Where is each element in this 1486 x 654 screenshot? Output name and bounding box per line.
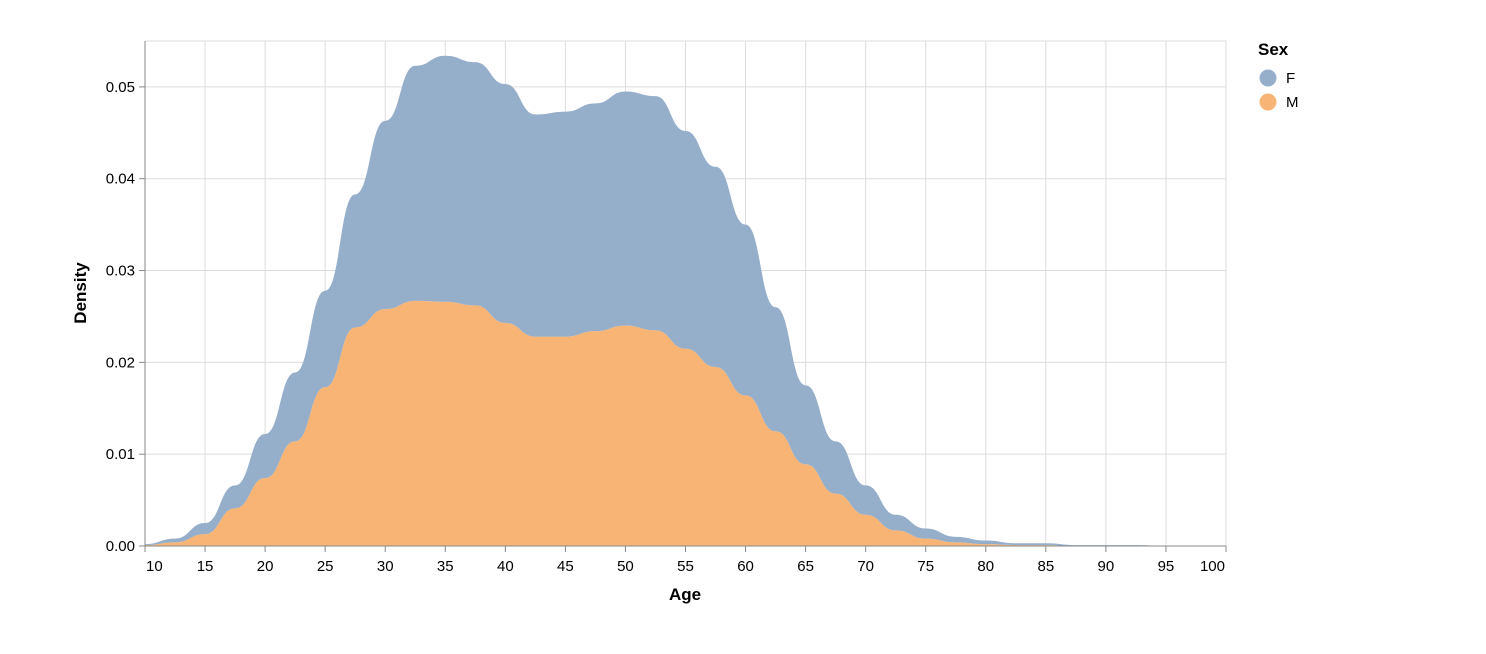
legend-title: Sex: [1258, 40, 1289, 59]
x-tick-label: 30: [377, 558, 394, 575]
y-tick-label: 0.05: [106, 79, 135, 96]
x-tick-label: 20: [257, 558, 274, 575]
legend-symbol-m: [1259, 93, 1277, 111]
x-tick-label: 80: [977, 558, 994, 575]
area-series-m: [145, 300, 1226, 546]
x-tick-label: 35: [437, 558, 454, 575]
area-series-f: [145, 55, 1226, 546]
x-tick-label: 15: [197, 558, 214, 575]
y-axis-title: Density: [71, 262, 90, 324]
x-tick-label: 100: [1200, 558, 1225, 575]
legend-label-f: F: [1286, 70, 1295, 87]
x-tick-label: 75: [917, 558, 934, 575]
x-tick-label: 50: [617, 558, 634, 575]
x-tick-label: 45: [557, 558, 574, 575]
axes: 10 15 20 25 30 35 40 45 50 55 60 65 70 75 80 85 90 95 100 0…: [106, 41, 1227, 575]
legend: Sex FM: [1258, 40, 1299, 111]
x-tick-label: 60: [737, 558, 754, 575]
y-tick-label: 0.01: [106, 446, 135, 463]
x-tick-label: 95: [1158, 558, 1175, 575]
x-tick-label: 25: [317, 558, 334, 575]
x-tick-label: 65: [797, 558, 814, 575]
x-axis-title: Age: [669, 585, 701, 604]
y-tick-label: 0.03: [106, 263, 135, 280]
x-tick-label: 55: [677, 558, 694, 575]
legend-symbol-f: [1259, 69, 1277, 87]
x-tick-label: 90: [1098, 558, 1115, 575]
y-tick-label: 0.02: [106, 354, 135, 371]
density-areas: [145, 55, 1226, 546]
x-tick-label: 40: [497, 558, 514, 575]
y-tick-label: 0.04: [106, 171, 135, 188]
x-tick-label: 70: [857, 558, 874, 575]
x-tick-label: 10: [146, 558, 163, 575]
legend-label-m: M: [1286, 94, 1299, 111]
x-tick-label: 85: [1037, 558, 1054, 575]
y-tick-label: 0.00: [106, 538, 135, 555]
